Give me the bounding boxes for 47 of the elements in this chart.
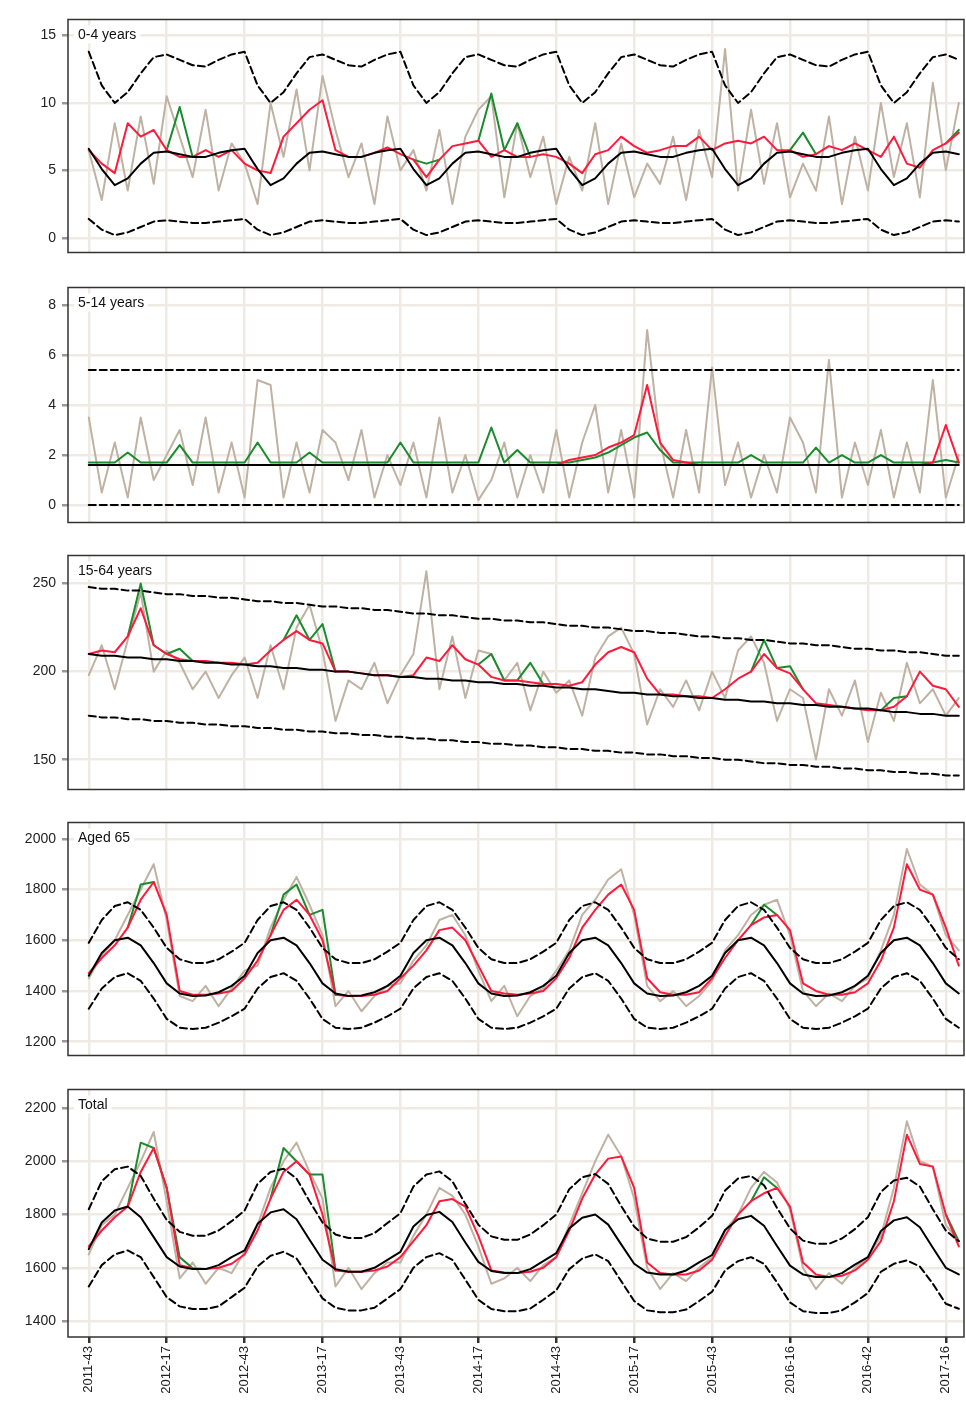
y-tick-label: 15 (40, 26, 57, 43)
y-tick-label: 1200 (24, 1032, 57, 1049)
y-tick-label: 200 (32, 662, 57, 679)
y-tick-label: 1800 (24, 880, 57, 897)
x-tick-label: 2012-43 (236, 1346, 252, 1394)
x-tick-label: 2012-17 (158, 1346, 174, 1394)
x-tick-label: 2014-43 (547, 1346, 563, 1394)
y-tick-label: 0 (48, 495, 57, 512)
y-tick-label: 1600 (24, 1258, 57, 1275)
line-series (87, 1249, 960, 1315)
text: Total (78, 1096, 108, 1113)
line-series (87, 714, 960, 777)
y-tick-label: 2 (48, 445, 57, 462)
y-tick-label: 0 (48, 228, 57, 245)
line-series (87, 50, 960, 104)
y-tick-label: 2000 (24, 829, 57, 846)
line-series (87, 1165, 960, 1245)
x-tick-label: 2016-16 (781, 1346, 797, 1394)
y-tick-label: 150 (32, 750, 57, 767)
x-tick-label: 2016-42 (859, 1346, 875, 1394)
y-tick-label: 2200 (24, 1098, 57, 1115)
x-tick-label: 2014-17 (469, 1346, 485, 1394)
x-tick-label: 2015-43 (703, 1346, 719, 1394)
x-tick-label: 2017-16 (937, 1346, 953, 1394)
x-tick-label: 2011-43 (80, 1346, 96, 1393)
text: Aged 65 (78, 829, 131, 846)
y-tick-label: 1400 (24, 1311, 57, 1328)
y-tick-label: 10 (40, 93, 57, 110)
y-tick-label: 4 (48, 395, 57, 412)
y-tick-label: 2000 (24, 1152, 57, 1169)
text: 0-4 years (78, 26, 137, 43)
y-tick-label: 1600 (24, 931, 57, 948)
y-tick-label: 1400 (24, 981, 57, 998)
y-tick-label: 8 (48, 295, 57, 312)
y-tick-label: 6 (48, 345, 57, 362)
line-series (87, 901, 960, 965)
text: 5-14 years (78, 294, 145, 311)
line-series (87, 217, 960, 237)
x-tick-label: 2013-17 (314, 1346, 330, 1394)
line-series (87, 586, 960, 657)
y-tick-label: 250 (32, 574, 57, 591)
y-tick-label: 1800 (24, 1205, 57, 1222)
line-series (87, 972, 960, 1030)
y-tick-label: 5 (48, 161, 57, 178)
x-tick-label: 2015-17 (625, 1346, 641, 1394)
x-tick-label: 2013-43 (392, 1346, 408, 1394)
text: 15-64 years (78, 562, 152, 579)
